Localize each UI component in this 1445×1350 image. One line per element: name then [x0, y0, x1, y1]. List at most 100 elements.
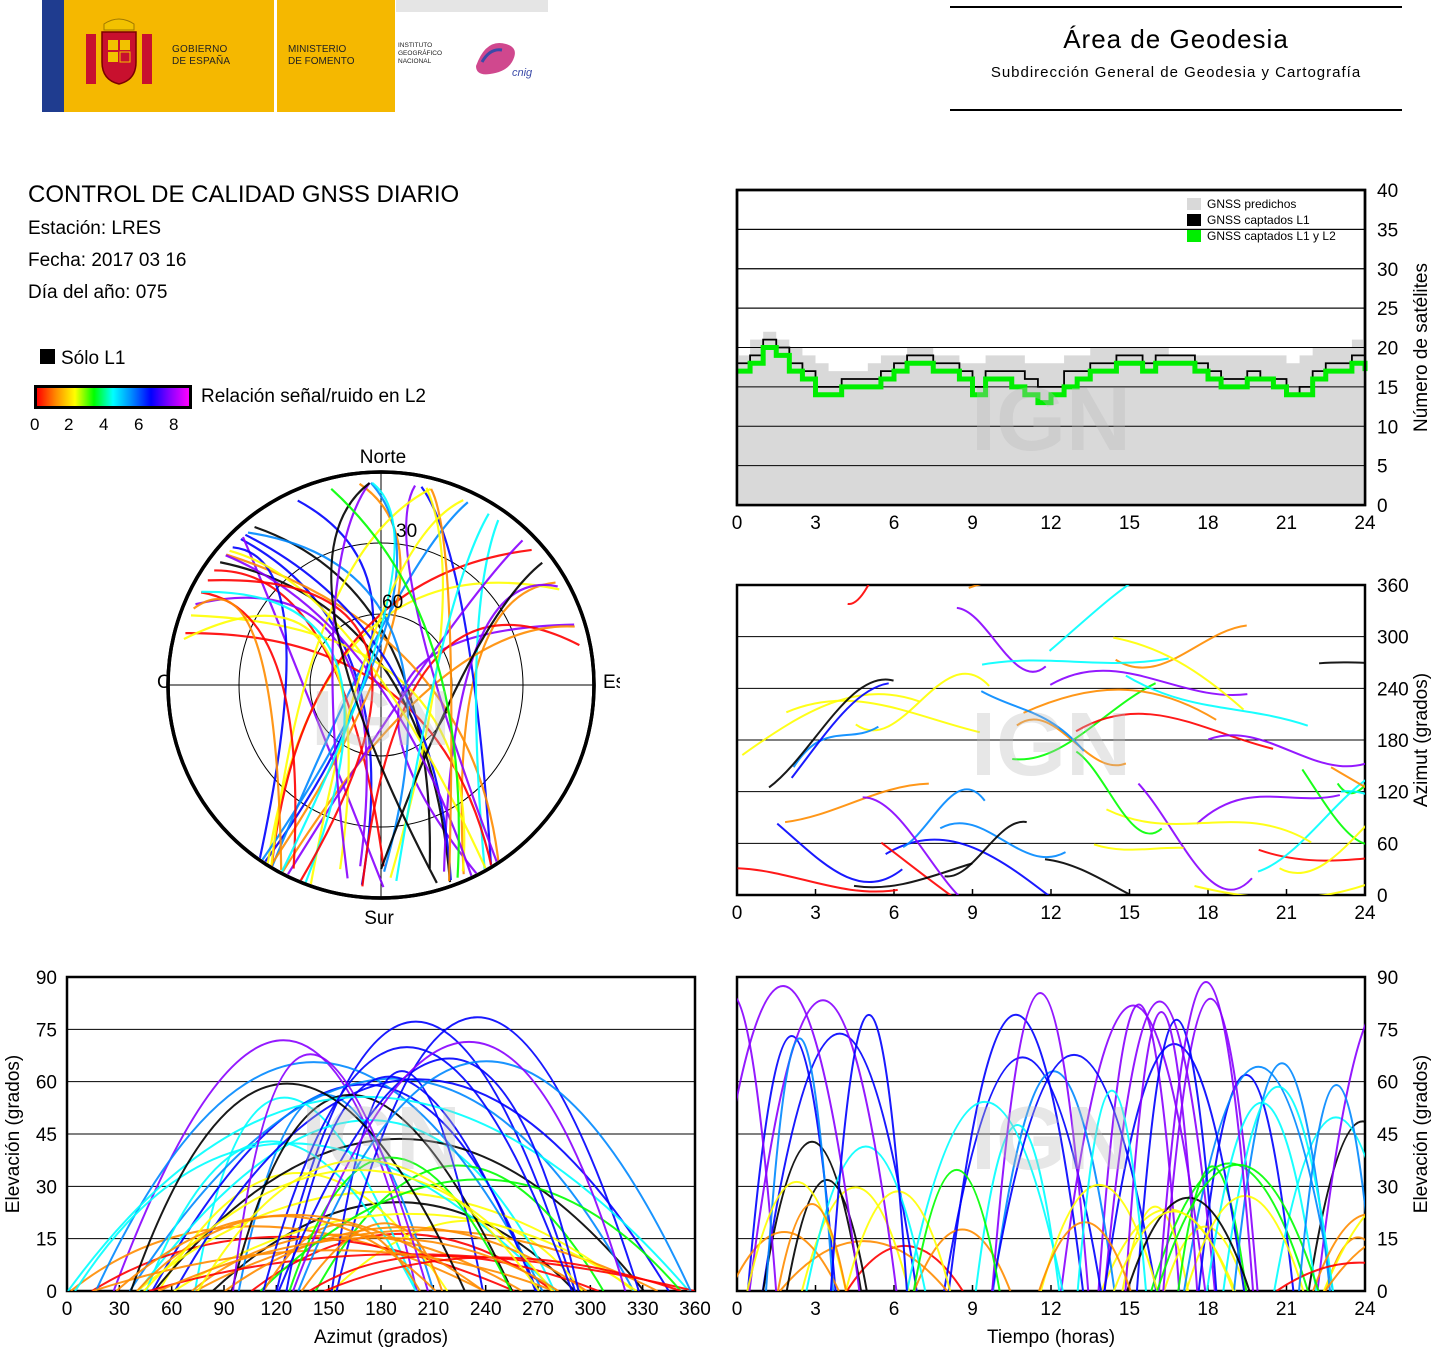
y-tick-label: 35 — [1377, 220, 1398, 241]
x-tick-label: 24 — [1354, 1299, 1376, 1320]
satellite-track — [241, 536, 385, 888]
y-tick-label: 0 — [46, 1282, 57, 1303]
satellite-track — [1279, 825, 1365, 875]
satellite-track — [247, 531, 410, 872]
satellite-track — [259, 1178, 682, 1291]
satellite-track — [173, 1213, 638, 1291]
satellite-track — [1075, 712, 1274, 750]
x-tick-label: 3 — [810, 1299, 821, 1320]
x-tick-label: 6 — [889, 1299, 900, 1320]
y-axis-label: Elevación (grados) — [3, 1055, 24, 1213]
satellite-track — [232, 546, 288, 881]
satellite-track — [1222, 1086, 1334, 1291]
satellite-track — [1312, 1213, 1365, 1291]
ign-watermark: IGN — [971, 370, 1131, 470]
x-axis-label: Azimut (grados) — [314, 1327, 448, 1348]
x-tick-label: 150 — [313, 1299, 345, 1320]
satellite-track — [309, 499, 464, 888]
y-tick-label: 60 — [1377, 834, 1398, 855]
x-tick-label: 24 — [1354, 513, 1376, 534]
x-tick-label: 15 — [1119, 1299, 1140, 1320]
satellite-track — [192, 598, 283, 870]
y-tick-label: 120 — [1377, 783, 1409, 804]
area-title: Área de Geodesia — [1063, 24, 1289, 54]
satellite-track — [768, 678, 894, 789]
satellite-track — [1060, 1004, 1207, 1291]
cnig-logo-icon: cnig — [476, 42, 533, 79]
satellite-track — [1135, 1018, 1218, 1291]
azimuth-time-chart: 0 60 120 180 240 300 360 0 3 6 9 12 15 18 21 24 Azimut (… — [732, 576, 1432, 924]
x-tick-label: 0 — [732, 513, 743, 534]
satellite-track — [278, 481, 396, 877]
satellite-track — [829, 1013, 908, 1291]
ign-logo-bar — [396, 0, 548, 12]
satellite-track — [1044, 858, 1133, 895]
ign-watermark: IGN — [971, 695, 1131, 795]
ign-watermark: IGN — [301, 1089, 461, 1189]
satellite-track — [1196, 794, 1341, 825]
x-tick-label: 3 — [810, 903, 821, 924]
legend-entry: GNSS captados L1 y L2 — [1207, 229, 1336, 243]
satellite-track — [269, 487, 432, 872]
x-tick-label: 180 — [365, 1299, 397, 1320]
l1-swatch — [40, 349, 55, 364]
x-tick-label: 270 — [522, 1299, 554, 1320]
skyplot-ring-label: 30 — [396, 521, 417, 542]
satellite-track — [1316, 1023, 1365, 1291]
y-tick-label: 60 — [1377, 1073, 1398, 1094]
y-tick-label: 75 — [36, 1020, 57, 1041]
x-tick-label: 15 — [1119, 513, 1140, 534]
satellite-track — [1322, 1214, 1365, 1291]
satellite-track — [136, 1214, 485, 1291]
satellite-track — [1097, 1003, 1181, 1291]
satellite-track — [748, 999, 898, 1291]
x-tick-label: 6 — [889, 903, 900, 924]
satellite-track — [1162, 998, 1259, 1291]
y-tick-label: 45 — [36, 1125, 57, 1146]
satellite-track — [741, 693, 921, 756]
horizon-ring-top — [166, 470, 596, 900]
satellite-track — [1157, 981, 1255, 1291]
ministerio-logo-block — [277, 0, 395, 112]
y-tick-label: 300 — [1377, 628, 1409, 649]
satellite-track — [297, 1060, 692, 1291]
x-tick-label: 360 — [679, 1299, 711, 1320]
trajectories — [737, 585, 1365, 895]
x-tick-label: 240 — [470, 1299, 502, 1320]
x-tick-label: 21 — [1276, 1299, 1297, 1320]
satellite-track — [335, 1016, 640, 1291]
x-tick-label: 210 — [417, 1299, 449, 1320]
satellite-track — [136, 1190, 635, 1291]
y-tick-label: 30 — [1377, 260, 1398, 281]
cnig-text: cnig — [512, 67, 533, 79]
y-tick-label: 20 — [1377, 339, 1398, 360]
y-tick-label: 90 — [36, 968, 57, 989]
y-tick-label: 25 — [1377, 299, 1398, 320]
satellite-track — [232, 1053, 429, 1291]
x-axis-label: Tiempo (horas) — [987, 1327, 1115, 1348]
legend-swatch — [1187, 198, 1201, 210]
snr-colorbar — [34, 385, 192, 409]
satellite-track — [262, 1046, 573, 1291]
satellite-track — [939, 822, 1066, 859]
x-tick-label: 300 — [574, 1299, 606, 1320]
satellite-track — [1194, 883, 1365, 895]
satellite-track — [1336, 782, 1365, 794]
satellite-track — [981, 657, 1169, 666]
satellite-track — [844, 1190, 952, 1291]
report-title: CONTROL DE CALIDAD GNSS DIARIO — [28, 181, 460, 208]
satellite-track — [1137, 782, 1253, 891]
y-tick-label: 75 — [1377, 1020, 1398, 1041]
satellite-track — [70, 1225, 485, 1291]
satellite-track — [193, 1096, 418, 1291]
header-rule-bottom — [950, 109, 1402, 111]
satellite-track — [225, 554, 473, 878]
satellite-track — [137, 1119, 556, 1291]
satellite-track — [800, 1186, 910, 1291]
x-tick-label: 12 — [1040, 1299, 1061, 1320]
x-tick-label: 18 — [1197, 903, 1218, 924]
x-tick-label: 18 — [1197, 513, 1218, 534]
x-tick-label: 120 — [260, 1299, 292, 1320]
x-tick-label: 9 — [967, 513, 978, 534]
satellite-track — [330, 1070, 484, 1291]
